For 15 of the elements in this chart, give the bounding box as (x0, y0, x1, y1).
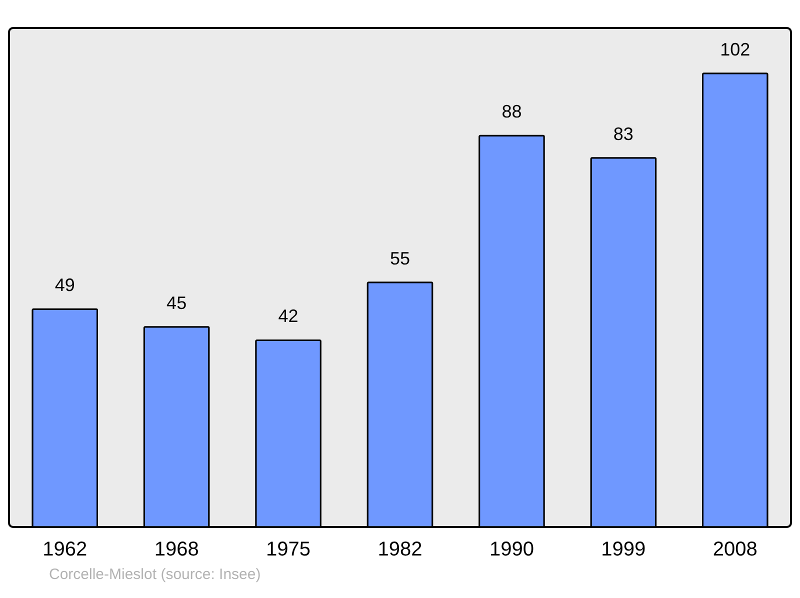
x-tick-label: 1999 (601, 538, 646, 560)
x-tick-label: 1968 (154, 538, 199, 560)
x-tick-label: 1990 (489, 538, 534, 560)
text: Corcelle-Mieslot (source: Insee) (49, 566, 261, 583)
data-label: 49 (54, 275, 75, 296)
x-tick-label: 1975 (266, 538, 311, 560)
x-tick-label: 1982 (378, 538, 422, 560)
data-label: 88 (502, 102, 522, 122)
x-tick-label: 1962 (42, 538, 88, 560)
x-tick-label: 2008 (712, 538, 758, 560)
data-label: 45 (166, 292, 187, 313)
data-label: 102 (720, 39, 750, 60)
data-label: 42 (278, 306, 298, 326)
data-label: 55 (390, 248, 410, 268)
data-label: 83 (613, 124, 634, 144)
